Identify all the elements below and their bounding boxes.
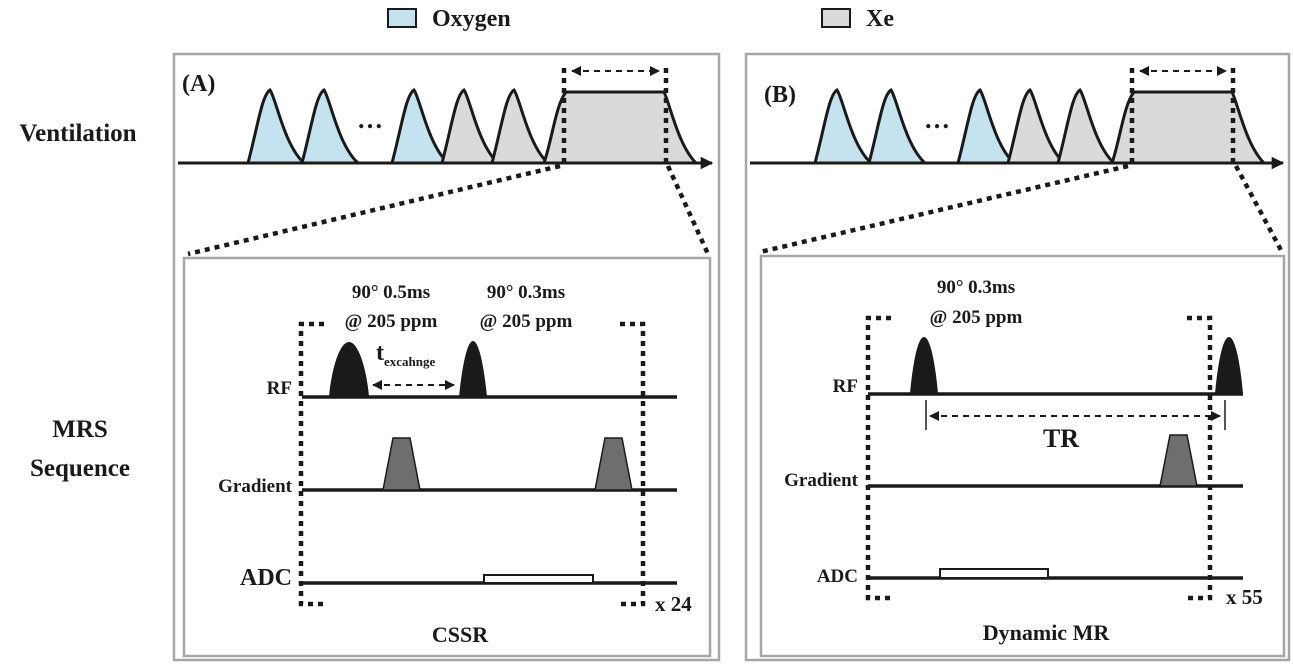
legend-oxygen-swatch [387, 8, 417, 28]
mrs-row-label-line1: MRS [52, 416, 108, 443]
xe-breath [1006, 87, 1068, 165]
gradient-lobe-a [382, 437, 421, 491]
ventilation-waveform-b: … [750, 66, 1285, 170]
repeat-bracket-left-b [865, 315, 891, 601]
repeat-count-a: x 24 [655, 592, 692, 616]
gradient-lobe-b [1159, 434, 1198, 487]
t-exchange-sub: excahnge [384, 354, 436, 369]
ellipsis-a: … [357, 105, 383, 134]
pulse1-offset-a: @ 205 ppm [345, 311, 438, 332]
legend-oxygen-label: Oxygen [432, 6, 511, 32]
t-exchange-main: t [376, 340, 384, 366]
panel-a-border [172, 52, 721, 662]
rf-pulse-b-next [1215, 337, 1243, 394]
rf-pulse-excitation-a [329, 342, 369, 397]
zoom-line-left-b [759, 163, 1129, 255]
tr-label: TR [1043, 424, 1079, 453]
legend: Oxygen Xe [387, 6, 894, 32]
sequence-box-a [182, 256, 712, 658]
legend-xe-swatch [821, 8, 851, 28]
panel-b-tag: (B) [764, 82, 796, 108]
sequence-box-b [759, 254, 1286, 658]
adc-label-b: ADC [817, 566, 858, 587]
repeat-bracket-right-b [1187, 315, 1213, 601]
panel-b-border [744, 52, 1291, 662]
oxygen-breath [300, 87, 362, 165]
xe-breath [1056, 87, 1118, 165]
adc-window-b [939, 568, 1049, 579]
gradient-lobe-a [594, 437, 633, 491]
legend-xe-label: Xe [866, 6, 894, 32]
oxygen-breath [390, 87, 452, 165]
xe-breath [440, 87, 502, 165]
repeat-count-b: x 55 [1226, 585, 1263, 609]
oxygen-breath [956, 87, 1018, 165]
panel-a: (A) … 90° 0.5ms @ 205 ppm 90° 0.3ms @ 20… [172, 52, 721, 662]
panel-b: (B) … 90° 0.3ms @ 205 ppm RF [744, 52, 1291, 662]
ellipsis-b: … [924, 105, 950, 134]
pulse-duration-b: 90° 0.3ms [937, 277, 1015, 298]
rf-pulse-b [910, 337, 938, 394]
caption-dynamic-mr: Dynamic MR [983, 620, 1111, 645]
pulse-offset-b: @ 205 ppm [930, 307, 1023, 328]
oxygen-breath [246, 87, 308, 165]
ventilation-waveform-a: … [178, 66, 714, 170]
repeat-bracket-right-a [620, 321, 646, 607]
adc-window-a [483, 574, 594, 584]
repeat-bracket-left-a [298, 321, 324, 607]
gradient-label-b: Gradient [784, 470, 859, 491]
zoom-line-right-b [1234, 164, 1284, 254]
xe-breath-hold [541, 90, 700, 165]
zoom-line-left-a [187, 163, 561, 257]
oxygen-breath [867, 87, 929, 165]
rf-label-b: RF [833, 376, 858, 397]
oxygen-breath [813, 87, 875, 165]
xe-breath-hold [1109, 90, 1268, 165]
ventilation-row-label: Ventilation [19, 120, 136, 147]
adc-label-a: ADC [240, 565, 292, 591]
gradient-label-a: Gradient [218, 476, 293, 497]
mrs-row-label-line2: Sequence [30, 455, 130, 482]
rf-label-a: RF [267, 378, 292, 399]
caption-cssr: CSSR [432, 622, 489, 647]
zoom-line-right-a [665, 165, 711, 255]
pulse2-offset-a: @ 205 ppm [480, 311, 573, 332]
pulse2-duration-a: 90° 0.3ms [487, 282, 565, 303]
t-exchange-label: texcahnge [376, 340, 436, 369]
panel-a-tag: (A) [182, 71, 215, 97]
xe-breath [490, 87, 552, 165]
pulse1-duration-a: 90° 0.5ms [352, 282, 430, 303]
rf-pulse-readout-a [459, 341, 487, 397]
